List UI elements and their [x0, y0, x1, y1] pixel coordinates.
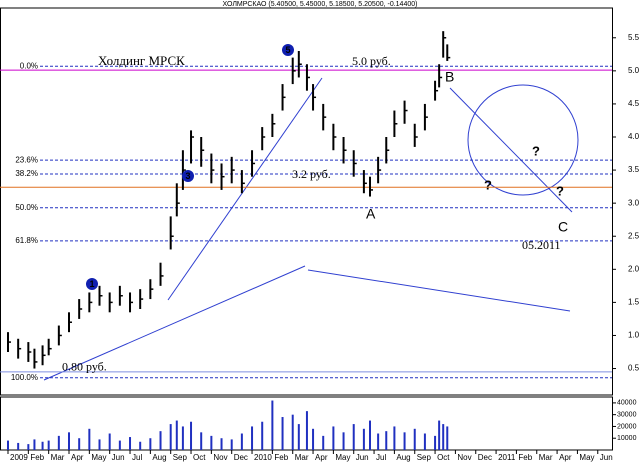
y-tick-label: 3.5	[628, 165, 640, 174]
wave-marker	[86, 278, 98, 290]
wave-marker	[182, 170, 194, 182]
y-tick-label: 1.0	[628, 331, 640, 340]
y-tick-label: 2.0	[628, 264, 640, 273]
price-line-label: 5.0 руб.	[352, 54, 391, 68]
x-tick-label: Aug	[152, 453, 166, 462]
price-line-label: 0.80 руб.	[62, 360, 107, 374]
wave-marker	[282, 44, 294, 56]
trend-line	[449, 87, 573, 213]
y-tick-label: 0.5	[628, 364, 640, 373]
y-tick-label: 4.5	[628, 99, 640, 108]
x-tick-label: Sep	[173, 453, 188, 462]
trend-line	[43, 265, 306, 381]
x-tick-label: Jul	[376, 453, 386, 462]
fib-label: 38.2%	[15, 169, 38, 178]
y-tick-label: 3.0	[628, 198, 640, 207]
y-tick-label: 2.5	[628, 231, 640, 240]
drawings	[43, 77, 579, 381]
annotation: Холдинг МРСК	[98, 53, 185, 68]
x-tick-label: Mar	[51, 453, 65, 462]
x-tick-label: Apr	[559, 453, 572, 462]
volume-tick-label: 40000	[617, 400, 637, 407]
x-tick-label: 2011	[498, 453, 516, 462]
annotation: ?	[484, 177, 492, 192]
x-tick-label: Apr	[315, 453, 328, 462]
annotation: ?	[532, 143, 540, 158]
fib-label: 100.0%	[11, 373, 38, 382]
target-circle	[467, 84, 579, 196]
fib-label: 0.0%	[20, 61, 38, 70]
x-tick-label: Jul	[132, 453, 142, 462]
x-tick-label: May	[335, 453, 350, 462]
x-tick-label: Dec	[234, 453, 248, 462]
x-tick-label: Jun	[112, 453, 125, 462]
wave-label: 5	[285, 45, 290, 55]
annotation: B	[445, 69, 454, 85]
annotation: 05.2011	[522, 238, 561, 252]
fib-label: 23.6%	[15, 155, 38, 164]
x-tick-label: Aug	[396, 453, 410, 462]
x-tick-label: Nov	[213, 453, 227, 462]
volume-tick-label: 10000	[617, 435, 637, 442]
price-line-label: 3.2 руб.	[292, 167, 331, 181]
x-tick-label: Oct	[437, 453, 450, 462]
price-frame	[0, 7, 613, 396]
y-tick-label: 1.5	[628, 297, 640, 306]
x-tick-label: May	[579, 453, 594, 462]
volume-tick-label: 20000	[617, 423, 637, 430]
trend-line	[307, 269, 571, 312]
y-tick-label: 5.0	[628, 66, 640, 75]
fib-label: 50.0%	[15, 203, 38, 212]
annotation: ?	[556, 183, 564, 198]
x-tick-label: Feb	[274, 453, 288, 462]
x-tick-label: Jun	[600, 453, 613, 462]
fib-label: 61.8%	[15, 236, 38, 245]
x-tick-label: Jun	[356, 453, 369, 462]
wave-label: 3	[185, 171, 190, 181]
y-tick-label: 5.5	[628, 33, 640, 42]
x-tick-label: Mar	[539, 453, 553, 462]
x-tick-label: Dec	[478, 453, 492, 462]
x-tick-label: Sep	[417, 453, 432, 462]
y-tick-label: 4.0	[628, 132, 640, 141]
x-tick-label: 2010	[254, 453, 272, 462]
x-tick-label: Nov	[457, 453, 471, 462]
x-tick-label: Apr	[71, 453, 84, 462]
wave-label: 1	[89, 279, 94, 289]
x-tick-label: 2009	[10, 453, 28, 462]
x-tick-label: Mar	[295, 453, 309, 462]
x-tick-label: Feb	[30, 453, 44, 462]
volume-tick-label: 30000	[617, 412, 637, 419]
x-tick-label: May	[91, 453, 106, 462]
x-tick-label: Oct	[193, 453, 206, 462]
x-tick-label: Feb	[518, 453, 532, 462]
annotation: C	[558, 219, 568, 235]
annotation: A	[366, 206, 376, 222]
trend-line	[167, 77, 323, 301]
chart-title: ХОЛМРСКАО (5.40500, 5.45000, 5.18500, 5.…	[223, 1, 418, 8]
